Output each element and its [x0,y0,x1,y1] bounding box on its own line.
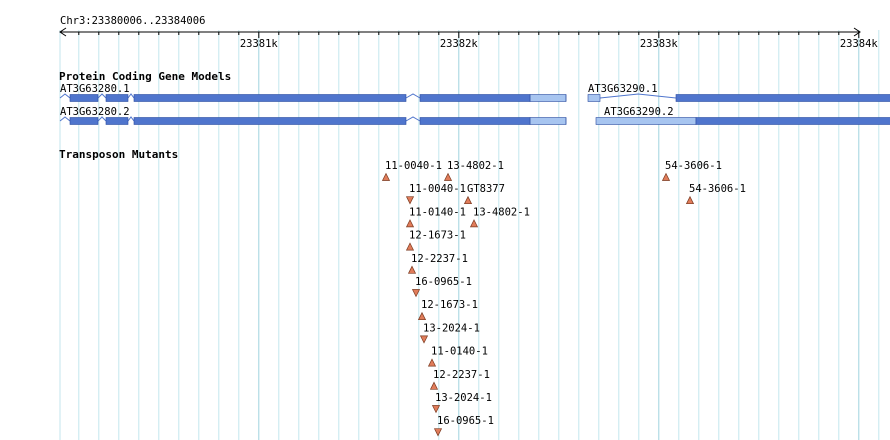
insertion-label[interactable]: 12-2237-1 [433,369,490,381]
insertion-label[interactable]: 12-2237-1 [411,253,468,265]
insertion-triangle-up-icon[interactable] [427,358,437,367]
gene-label[interactable]: AT3G63290.2 [604,106,674,118]
intron [97,116,107,122]
transposon-insertion[interactable]: 12-1673-1 [417,299,478,321]
transposon-track-title: Transposon Mutants [59,148,178,161]
insertion-label[interactable]: 13-2024-1 [423,322,480,334]
gene-label[interactable]: AT3G63280.2 [60,106,130,118]
insertion-triangle-up-icon[interactable] [443,172,453,181]
gene-track-title: Protein Coding Gene Models [59,70,231,83]
transposon-insertion[interactable]: 11-0040-1 [405,183,466,205]
intron [59,93,71,99]
ruler-tick-label: 23384k [840,38,879,50]
ruler-tick-label: 23383k [640,38,679,50]
insertion-label[interactable]: 12-1673-1 [421,299,478,311]
ruler-tick-label: 23381k [240,38,279,50]
insertion-triangle-up-icon[interactable] [685,195,695,205]
insertion-triangle-up-icon[interactable] [381,172,391,181]
intron [127,93,135,99]
insertion-label[interactable]: 11-0040-1 [409,183,466,195]
insertion-triangle-up-icon[interactable] [463,195,473,205]
transposon-insertion[interactable]: 54-3606-1 [661,160,722,181]
insertion-triangle-down-icon[interactable] [411,289,421,298]
ruler-left-arrow-icon [59,27,67,37]
cds-block [105,117,129,125]
transposon-insertion[interactable]: 12-2237-1 [429,369,490,390]
insertion-triangle-down-icon[interactable] [431,405,441,414]
insertion-label[interactable]: 13-2024-1 [435,392,492,404]
transposon-mutants-track[interactable]: 11-0040-113-4802-154-3606-111-05911-0040… [381,160,890,437]
gene-model[interactable]: AT3G63290.1 [587,83,890,102]
insertion-triangle-up-icon[interactable] [429,381,439,390]
utr-block [587,94,601,102]
intron [97,93,107,99]
transposon-insertion[interactable]: 16-0965-1 [433,415,494,437]
insertion-label[interactable]: 12-1673-1 [409,230,466,242]
insertion-label[interactable]: 54-3606-1 [689,183,746,195]
transposon-insertion[interactable]: 54-3606-1 [685,183,746,205]
intron [599,93,677,99]
transposon-insertion[interactable]: 13-4802-1 [443,160,504,181]
insertion-label[interactable]: 54-3606-1 [665,160,722,172]
intron [405,93,421,99]
utr-block [529,94,567,102]
insertion-triangle-down-icon[interactable] [405,196,415,205]
transposon-insertion[interactable]: 11-0040-1 [381,160,442,181]
transposon-insertion[interactable]: 11-0140-1 [427,346,488,367]
transposon-insertion[interactable]: GT8377 [463,183,505,205]
transposon-insertion[interactable]: 13-2024-1 [419,322,480,344]
intron [127,116,135,122]
ruler-tick-label: 23382k [440,38,479,50]
transposon-insertion[interactable]: 16-0965-1 [411,276,472,298]
intron [59,116,71,122]
gene-models-track[interactable]: AT3G63280.1 AT3G63280.2 AT3G63290.1 AT3G632… [59,83,890,125]
insertion-label[interactable]: 11-0140-1 [409,206,466,218]
gene-model[interactable]: AT3G63290.2 [595,106,890,125]
cds-block [133,94,407,102]
insertion-label[interactable]: 13-4802-1 [473,206,530,218]
insertion-triangle-up-icon[interactable] [405,219,415,228]
cds-block [133,117,407,125]
insertion-triangle-up-icon[interactable] [405,242,415,251]
transposon-insertion[interactable]: 12-2237-1 [407,253,468,274]
insertion-triangle-up-icon[interactable] [469,219,479,228]
insertion-triangle-up-icon[interactable] [407,265,417,274]
cds-block [675,94,890,102]
cds-block [69,117,99,125]
insertion-triangle-up-icon[interactable] [661,172,671,181]
transposon-insertion[interactable]: 11-0140-1 [405,206,466,228]
insertion-triangle-down-icon[interactable] [433,428,443,437]
insertion-label[interactable]: 16-0965-1 [415,276,472,288]
transposon-insertion[interactable]: 12-1673-1 [405,230,466,251]
insertion-label[interactable]: 11-0040-1 [385,160,442,172]
utr-block [595,117,697,125]
insertion-triangle-down-icon[interactable] [419,335,429,344]
cds-block [695,117,890,125]
utr-block [529,117,567,125]
insertion-triangle-up-icon[interactable] [417,311,427,321]
insertion-label[interactable]: 13-4802-1 [447,160,504,172]
gene-model[interactable]: AT3G63280.1 [59,83,567,102]
cds-block [105,94,129,102]
gene-label[interactable]: AT3G63290.1 [588,83,658,95]
intron [405,116,421,122]
cds-block [419,94,531,102]
ruler-right-arrow-icon [853,27,861,37]
transposon-insertion[interactable]: 13-4802-1 [469,206,530,228]
transposon-insertion[interactable]: 13-2024-1 [431,392,492,414]
region-label: Chr3:23380006..23384006 [60,15,205,27]
cds-block [419,117,531,125]
insertion-label[interactable]: 11-0140-1 [431,346,488,358]
gene-label[interactable]: AT3G63280.1 [60,83,130,95]
insertion-label[interactable]: 16-0965-1 [437,415,494,427]
gene-model[interactable]: AT3G63280.2 [59,106,567,125]
insertion-label[interactable]: GT8377 [467,183,505,195]
coordinate-ruler[interactable]: 23381k 23382k 23383k 23384k [59,27,879,50]
cds-block [69,94,99,102]
